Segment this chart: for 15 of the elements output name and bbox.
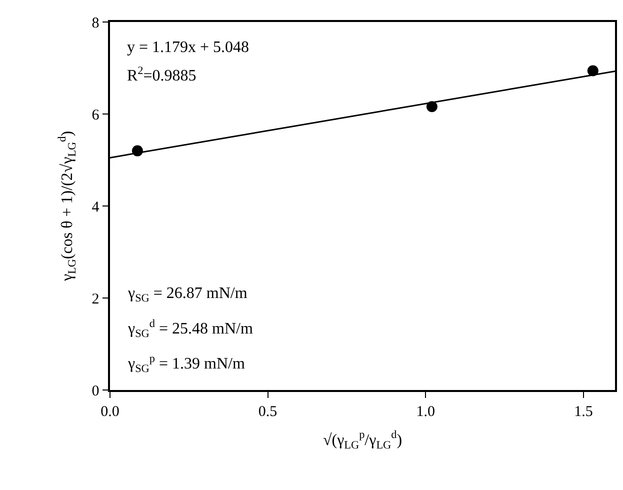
y-tick-label: 4 bbox=[92, 199, 100, 216]
annotation: γ$_{SG}$$^{p}$ = 1.39 mN/m bbox=[127, 353, 246, 376]
y-tick-label: 6 bbox=[92, 107, 100, 124]
annotation: γ$_{SG}$$^{d}$ = 25.48 mN/m bbox=[127, 318, 254, 340]
x-tick-label: 1.0 bbox=[416, 404, 436, 420]
y-tick-label: 8 bbox=[92, 15, 100, 32]
annotation: R$^{2}$=0.9885 bbox=[127, 65, 196, 85]
y-tick-label: 0 bbox=[92, 383, 100, 400]
y-tick-label: 2 bbox=[92, 291, 100, 308]
x-tick-label: 1.5 bbox=[574, 404, 593, 420]
x-axis-title: √(γ$_{LG}$$^{p}$/γ$_{LG}$$^{d}$) bbox=[322, 429, 402, 452]
annotation: y = 1.179x + 5.048 bbox=[127, 39, 250, 56]
x-tick-label: 0.0 bbox=[100, 404, 120, 420]
annotation: γ$_{SG}$ = 26.87 mN/m bbox=[127, 285, 248, 304]
x-tick-label: 0.5 bbox=[258, 404, 278, 420]
